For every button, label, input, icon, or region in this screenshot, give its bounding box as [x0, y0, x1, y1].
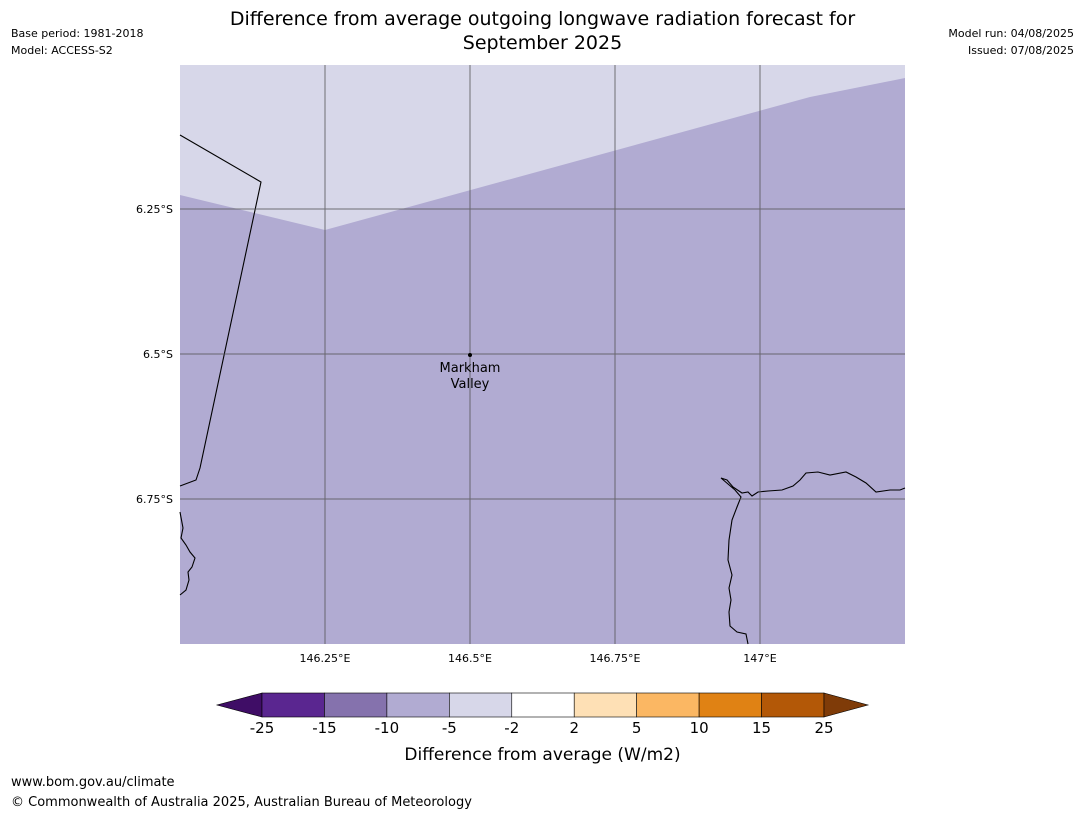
coastline-east-shore	[720, 471, 906, 645]
colorbar-segment	[698, 692, 762, 718]
latitude-label: 6.5°S	[143, 348, 173, 361]
colorbar-tick: 5	[631, 719, 642, 737]
colorbar-extend-high	[823, 692, 870, 718]
issued-date: Issued: 07/08/2025	[967, 44, 1074, 57]
longitude-label: 147°E	[743, 652, 776, 665]
coastlines	[179, 134, 906, 645]
colorbar-segment	[449, 692, 513, 718]
map-grid-labels: 146.25°E 146.5°E 146.75°E 147°E 6.25°S 6.5°S 6…	[136, 203, 777, 665]
map-title: Difference from average outgoing longwav…	[0, 7, 1085, 55]
colorbar-segment	[261, 692, 325, 718]
longitude-label: 146.75°E	[590, 652, 641, 665]
colorbar-tick: 2	[569, 719, 579, 737]
markham-valley-marker	[468, 353, 472, 357]
colorbar-tick: -10	[374, 719, 400, 737]
base-period: Base period: 1981-2018	[11, 27, 144, 40]
colorbar-extend-low	[215, 692, 263, 718]
title-line-2: September 2025	[462, 32, 623, 54]
longitude-label: 146.5°E	[448, 652, 492, 665]
title-line-1: Difference from average outgoing longwav…	[229, 8, 856, 30]
footer-url[interactable]: www.bom.gov.au/climate	[11, 775, 175, 790]
map-gridlines	[180, 65, 905, 644]
colorbar-tick: 25	[814, 719, 834, 737]
footer-copyright: © Commonwealth of Australia 2025, Austra…	[11, 795, 472, 810]
colorbar-segment	[386, 692, 450, 718]
latitude-label: 6.75°S	[136, 493, 173, 506]
colorbar-segment	[324, 692, 388, 718]
light-anomaly-region	[180, 65, 905, 230]
colorbar-segment	[636, 692, 700, 718]
coastline-west-shore	[179, 511, 196, 596]
colorbar-segment	[761, 692, 825, 718]
colorbar-tick: -15	[312, 719, 337, 737]
place-label-line-2: Valley	[451, 377, 490, 392]
colorbar-label: Difference from average (W/m2)	[404, 745, 681, 765]
latitude-label: 6.25°S	[136, 203, 173, 216]
colorbar-segment	[573, 692, 637, 718]
colorbar-tick: 10	[689, 719, 709, 737]
colorbar	[215, 692, 870, 718]
colorbar-tick: -25	[249, 719, 275, 737]
metadata-left: Base period: 1981-2018 Model: ACCESS-S2	[11, 25, 143, 59]
longitude-label: 146.25°E	[300, 652, 351, 665]
colorbar-tick-labels: -25 -15 -10 -5 -2 2 5 10 15 25	[0, 719, 1085, 741]
colorbar-tick: -5	[441, 719, 457, 737]
coastline-west-border	[179, 134, 262, 487]
metadata-right: Model run: 04/08/2025 Issued: 07/08/2025	[948, 25, 1074, 59]
place-label-line-1: Markham	[440, 361, 501, 376]
colorbar-tick: 15	[752, 719, 772, 737]
model-run: Model run: 04/08/2025	[948, 27, 1074, 40]
model-name: Model: ACCESS-S2	[11, 44, 113, 57]
colorbar-tick: -2	[504, 719, 520, 737]
colorbar-segment	[511, 692, 575, 718]
